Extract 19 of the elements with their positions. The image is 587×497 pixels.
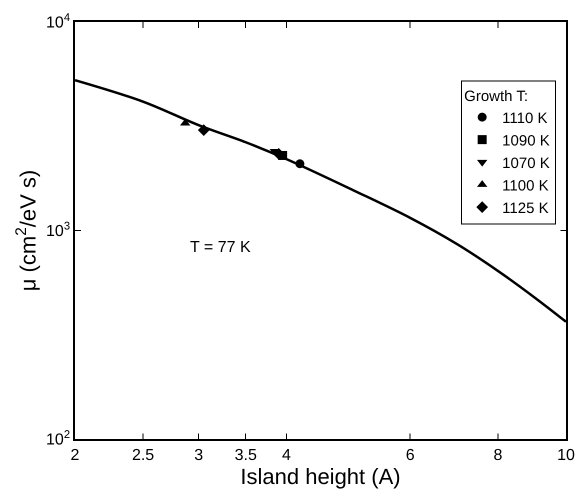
y-tick-label: 10$^{4}$ xyxy=(46,12,70,32)
x-tick-label: 6 xyxy=(406,446,415,464)
legend-label: 1110 K xyxy=(502,110,548,127)
legend-title: Growth T: xyxy=(464,88,528,105)
x-axis-title: Island height (A) xyxy=(240,464,401,489)
annotation: T = 77 K xyxy=(190,239,251,256)
legend-label: 1125 K xyxy=(502,200,549,217)
x-tick-label: 3.5 xyxy=(234,446,257,464)
x-tick-label: 4 xyxy=(282,446,292,464)
legend-label: 1090 K xyxy=(502,132,550,150)
legend-label: 1100 K xyxy=(502,177,549,194)
x-tick-label: 8 xyxy=(493,446,502,464)
legend-label: 1070 K xyxy=(502,154,550,172)
x-tick-label: 2.5 xyxy=(132,446,154,464)
y-tick-label: 10$^{2}$ xyxy=(46,428,70,449)
x-tick-label: 2 xyxy=(70,446,80,464)
x-tick-label: 10 xyxy=(557,446,575,464)
x-tick-label: 3 xyxy=(194,446,204,464)
y-tick-label: 10$^{3}$ xyxy=(46,220,70,240)
